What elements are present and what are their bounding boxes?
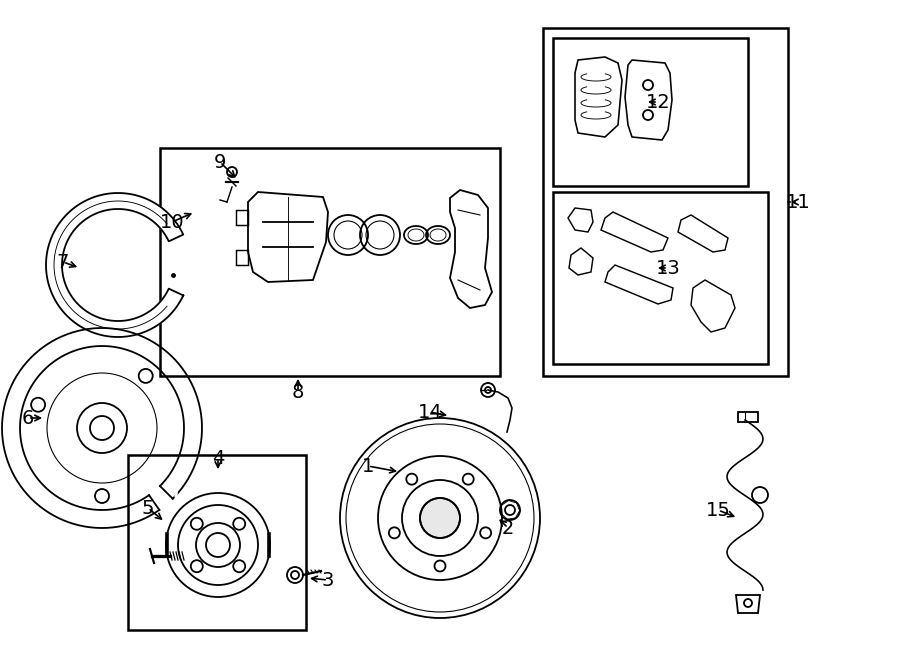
Bar	[553, 192, 768, 364]
Text: 10: 10	[159, 212, 184, 231]
Text: 6: 6	[22, 408, 34, 428]
Bar	[236, 250, 248, 265]
Text: 4: 4	[212, 449, 224, 467]
Text: 2: 2	[502, 518, 514, 537]
Text: 15: 15	[706, 500, 731, 520]
Circle shape	[420, 498, 460, 538]
Text: 9: 9	[214, 153, 226, 171]
Text: 1: 1	[362, 457, 374, 475]
Bar	[553, 38, 748, 186]
Text: 11: 11	[786, 192, 810, 212]
Bar	[128, 455, 306, 630]
Text: 3: 3	[322, 570, 334, 590]
Text: 8: 8	[292, 383, 304, 401]
Text: 12: 12	[645, 93, 670, 112]
Text: 13: 13	[655, 258, 680, 278]
Text: 14: 14	[418, 403, 443, 422]
Bar	[236, 210, 248, 225]
Bar	[160, 148, 500, 376]
Polygon shape	[46, 193, 184, 337]
Bar	[543, 28, 788, 376]
Text: 7: 7	[57, 253, 69, 272]
Text: 5: 5	[142, 498, 154, 518]
